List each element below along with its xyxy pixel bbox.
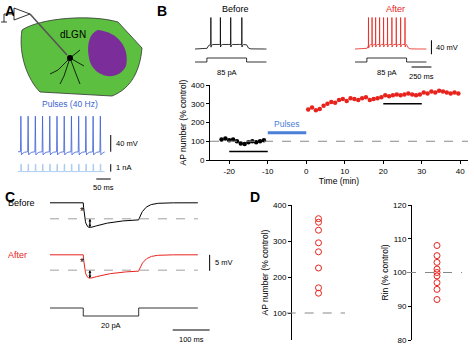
svg-text:1 nA: 1 nA — [116, 163, 131, 172]
svg-text:*: * — [80, 257, 84, 268]
svg-text:400: 400 — [273, 201, 287, 210]
svg-text:200: 200 — [191, 118, 205, 127]
svg-text:90: 90 — [397, 302, 406, 311]
svg-text:C: C — [5, 189, 15, 205]
svg-text:0: 0 — [304, 167, 309, 176]
svg-text:40 mV: 40 mV — [436, 43, 458, 52]
svg-text:After: After — [8, 250, 27, 260]
svg-text:Rin (% control): Rin (% control) — [380, 244, 390, 300]
svg-text:20: 20 — [379, 167, 388, 176]
svg-text:100: 100 — [273, 309, 287, 318]
svg-text:Pulses: Pulses — [274, 119, 300, 129]
svg-text:200: 200 — [273, 273, 287, 282]
svg-text:100: 100 — [393, 268, 407, 277]
svg-text:Time (min): Time (min) — [319, 176, 359, 186]
svg-text:AP number (% control): AP number (% control) — [260, 229, 270, 315]
svg-text:20 pA: 20 pA — [101, 321, 121, 330]
svg-text:Pulses (40 Hz): Pulses (40 Hz) — [42, 99, 98, 109]
svg-text:AP number (% control): AP number (% control) — [178, 79, 188, 165]
svg-text:100 ms: 100 ms — [179, 335, 204, 344]
svg-text:-20: -20 — [223, 167, 235, 176]
svg-text:85 pA: 85 pA — [377, 68, 397, 77]
svg-text:120: 120 — [393, 201, 407, 210]
svg-text:5 mV: 5 mV — [215, 258, 233, 267]
svg-text:D: D — [250, 189, 260, 205]
svg-text:30: 30 — [417, 167, 426, 176]
svg-text:40 mV: 40 mV — [116, 139, 138, 148]
svg-text:100: 100 — [191, 137, 205, 146]
svg-text:40: 40 — [456, 167, 465, 176]
svg-text:A: A — [5, 3, 15, 19]
svg-text:300: 300 — [191, 100, 205, 109]
svg-text:dLGN: dLGN — [60, 29, 86, 40]
svg-text:After: After — [386, 4, 405, 14]
svg-text:50 ms: 50 ms — [93, 183, 114, 192]
svg-text:110: 110 — [394, 235, 407, 244]
svg-text:300: 300 — [273, 237, 287, 246]
svg-text:Before: Before — [8, 198, 35, 208]
svg-text:0: 0 — [200, 156, 205, 165]
svg-text:10: 10 — [340, 167, 349, 176]
svg-text:250 ms: 250 ms — [409, 72, 434, 81]
svg-text:B: B — [157, 3, 167, 19]
svg-text:Before: Before — [222, 4, 249, 14]
svg-text:400: 400 — [191, 81, 205, 90]
svg-text:*: * — [80, 206, 84, 217]
svg-text:80: 80 — [397, 336, 406, 345]
svg-text:85 pA: 85 pA — [217, 68, 237, 77]
svg-text:-10: -10 — [262, 167, 274, 176]
